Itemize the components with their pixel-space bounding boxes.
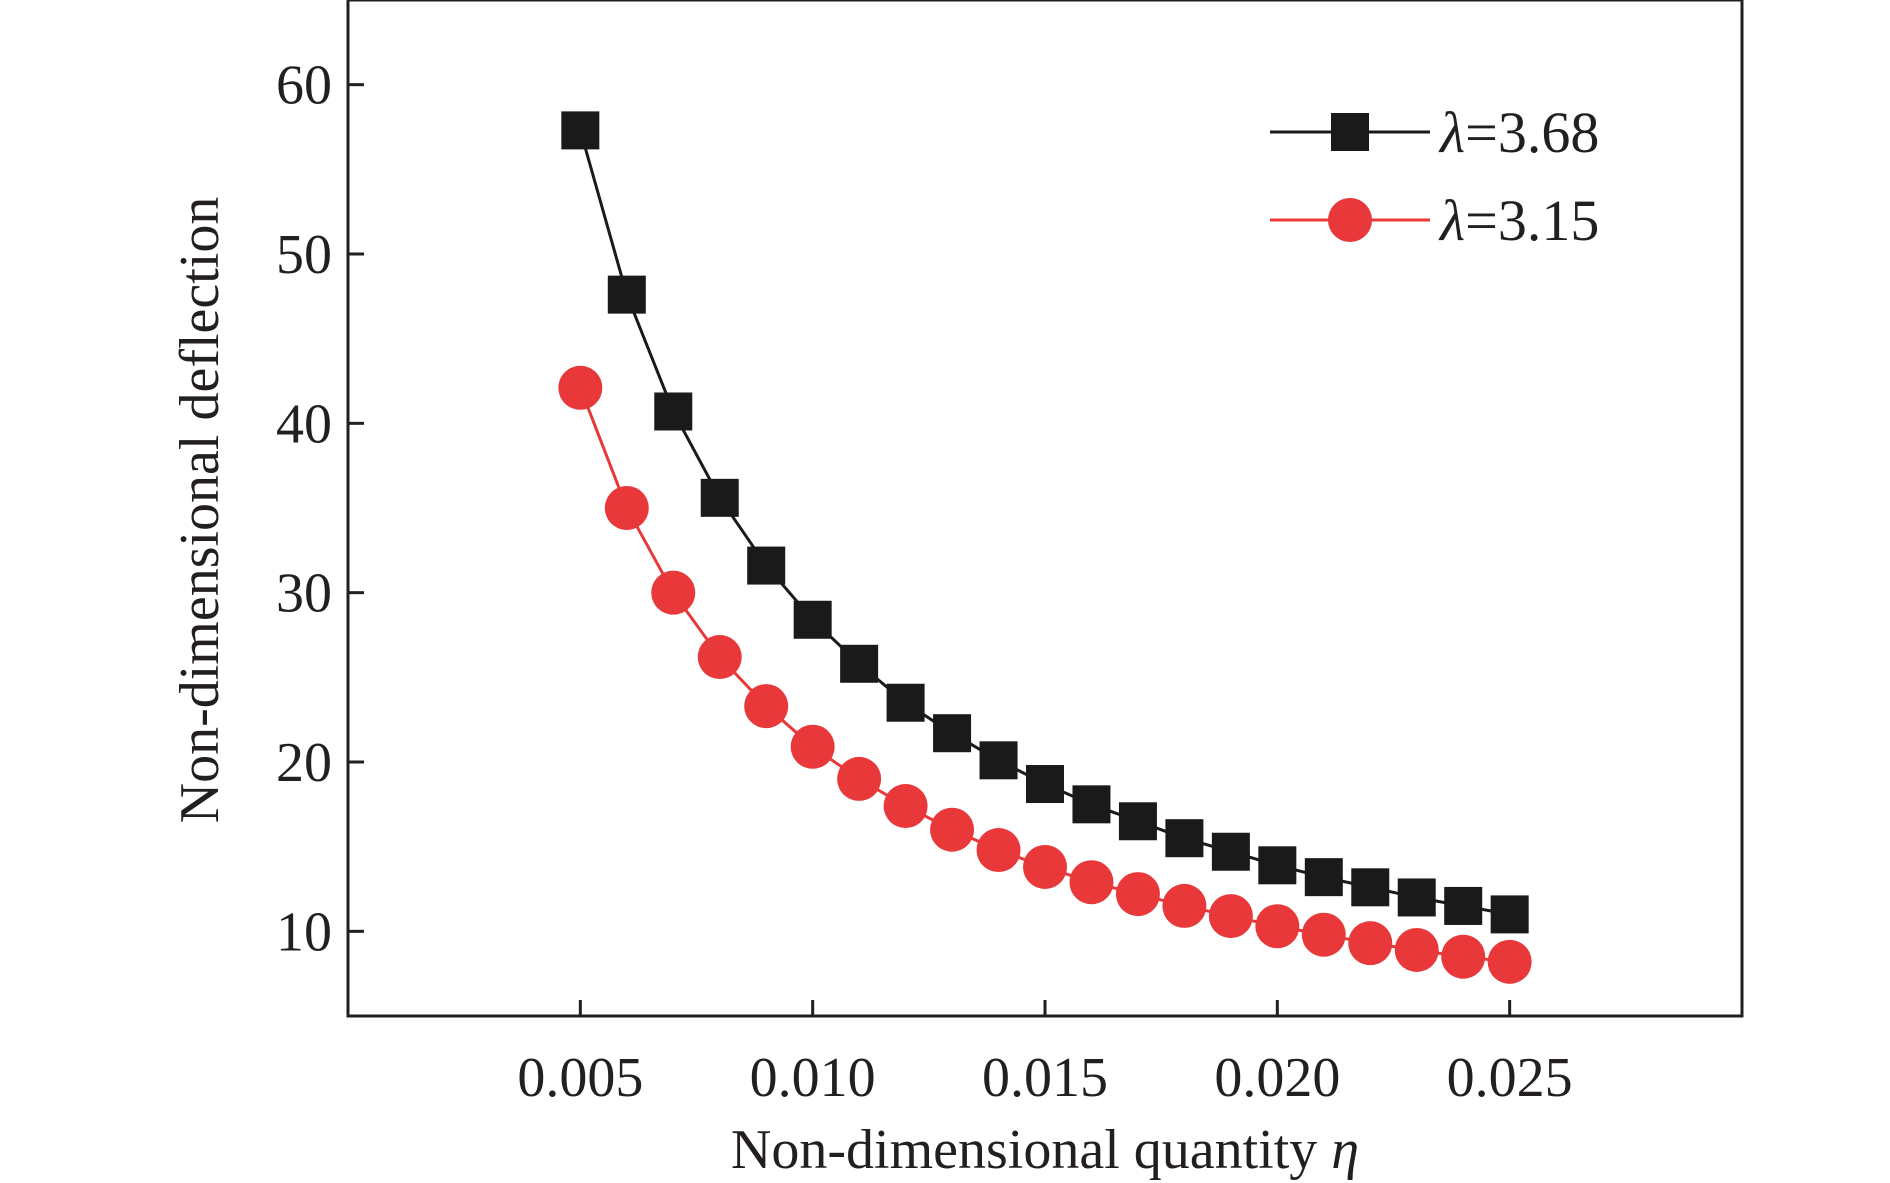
y-axis-ticks: 10 20 30 40 50 60 bbox=[276, 55, 364, 963]
legend-item-series-2: λ=3.15 bbox=[1270, 188, 1599, 253]
series-2-point-14 bbox=[1162, 883, 1207, 928]
series-1-point-19 bbox=[1397, 878, 1436, 917]
legend-item-series-1: λ=3.68 bbox=[1270, 100, 1599, 165]
series-1-point-5 bbox=[747, 546, 786, 585]
series-1-point-13 bbox=[1118, 802, 1157, 841]
series-2-point-18 bbox=[1348, 921, 1393, 966]
series-2-point-8 bbox=[883, 784, 928, 829]
series-1-point-3 bbox=[654, 392, 693, 431]
x-tick-label-0.025: 0.025 bbox=[1447, 1047, 1573, 1109]
series-2-point-4 bbox=[697, 635, 742, 680]
x-tick-label-0.020: 0.020 bbox=[1214, 1047, 1340, 1109]
y-tick-label-20: 20 bbox=[276, 732, 332, 794]
x-tick-label-0.015: 0.015 bbox=[982, 1047, 1108, 1109]
series-1-point-6 bbox=[793, 600, 832, 639]
x-axis-ticks: 0.005 0.010 0.015 0.020 0.025 bbox=[517, 1000, 1573, 1109]
series-1-point-9 bbox=[933, 714, 972, 753]
series-1-point-12 bbox=[1072, 785, 1111, 824]
series-2-point-6 bbox=[790, 724, 835, 769]
y-tick-label-50: 50 bbox=[276, 224, 332, 286]
x-tick-label-0.010: 0.010 bbox=[750, 1047, 876, 1109]
series-1-point-8 bbox=[886, 683, 925, 722]
series-2-point-20 bbox=[1441, 934, 1486, 979]
series-1-point-20 bbox=[1444, 886, 1483, 925]
legend-marker-series-1 bbox=[1331, 113, 1369, 151]
x-tick-label-0.005: 0.005 bbox=[517, 1047, 643, 1109]
series-2-point-11 bbox=[1023, 844, 1067, 889]
y-tick-label-60: 60 bbox=[276, 55, 332, 117]
legend-label-series-2: λ=3.15 bbox=[1438, 188, 1599, 253]
y-axis-title: Non-dimensional deflection bbox=[169, 197, 231, 824]
series-2-point-16 bbox=[1255, 904, 1300, 949]
series-1-point-17 bbox=[1304, 858, 1343, 897]
series-2-point-9 bbox=[930, 807, 975, 852]
series-1-point-15 bbox=[1211, 832, 1250, 871]
series-2-point-10 bbox=[976, 828, 1021, 873]
series-2-point-15 bbox=[1208, 894, 1253, 939]
series-1-point-7 bbox=[840, 644, 879, 683]
series-2-point-12 bbox=[1069, 860, 1114, 905]
series-2-point-2 bbox=[604, 486, 649, 530]
series-2-point-7 bbox=[837, 756, 882, 801]
series-1-point-21 bbox=[1490, 895, 1529, 934]
series-1-point-16 bbox=[1258, 846, 1297, 885]
series-2-point-1 bbox=[558, 365, 603, 410]
series-1-point-14 bbox=[1165, 819, 1204, 858]
series-2-point-5 bbox=[744, 684, 789, 729]
legend: λ=3.68 λ=3.15 bbox=[1270, 100, 1599, 253]
series-1-point-10 bbox=[979, 741, 1018, 780]
series-2-point-21 bbox=[1487, 939, 1532, 984]
series-2-point-19 bbox=[1394, 927, 1439, 972]
series-1-point-1 bbox=[561, 111, 600, 150]
legend-label-series-1: λ=3.68 bbox=[1438, 100, 1599, 165]
series-2-point-17 bbox=[1301, 912, 1346, 957]
series-1-point-11 bbox=[1026, 765, 1064, 804]
legend-marker-series-2 bbox=[1328, 198, 1372, 242]
y-tick-label-10: 10 bbox=[276, 901, 332, 963]
y-tick-label-30: 30 bbox=[276, 563, 332, 625]
series-2-point-13 bbox=[1115, 872, 1160, 917]
series-1-point-2 bbox=[607, 275, 646, 314]
series-layer bbox=[558, 111, 1532, 984]
series-1-point-4 bbox=[700, 478, 739, 517]
series-2-point-3 bbox=[651, 570, 696, 615]
y-tick-label-40: 40 bbox=[276, 393, 332, 455]
series-1-point-18 bbox=[1351, 868, 1390, 907]
x-axis-title: Non-dimensional quantity η bbox=[731, 1119, 1359, 1181]
